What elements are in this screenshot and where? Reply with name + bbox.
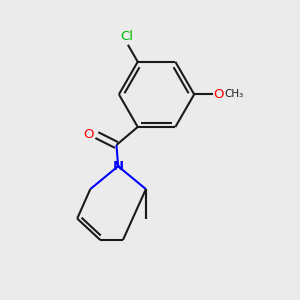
Text: N: N [112, 160, 124, 173]
Text: O: O [84, 128, 94, 141]
Text: CH₃: CH₃ [224, 89, 243, 99]
Text: O: O [213, 88, 224, 101]
Text: Cl: Cl [120, 30, 133, 43]
